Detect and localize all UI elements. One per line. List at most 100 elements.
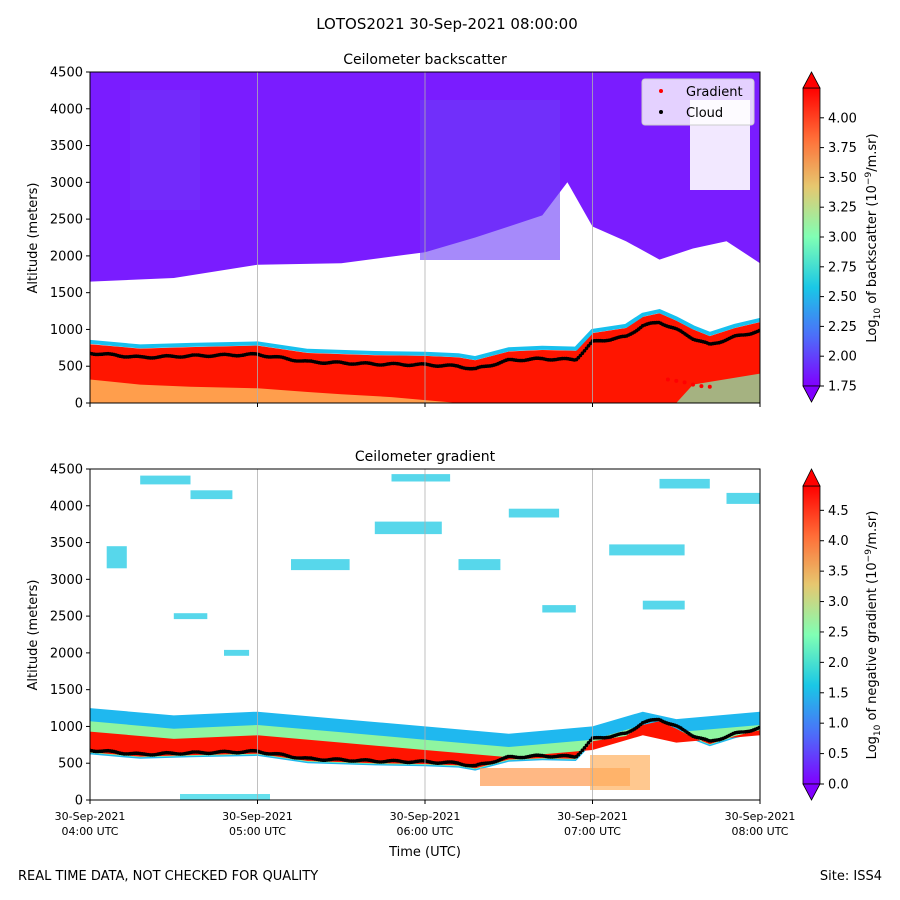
cloud-marker bbox=[757, 725, 760, 730]
gradient-surface-patch bbox=[590, 755, 650, 790]
cloud-marker bbox=[757, 328, 760, 333]
x-tick-label-time: 06:00 UTC bbox=[396, 825, 453, 838]
backscatter-surface-layer-cool bbox=[676, 373, 760, 403]
gradient-aloft-patch bbox=[374, 521, 442, 535]
colorbar-extend-max bbox=[802, 71, 821, 89]
backscatter-cloud-markers bbox=[90, 320, 760, 371]
x-tick-label-date: 30-Sep-2021 bbox=[557, 810, 628, 823]
colorbar-body bbox=[802, 87, 821, 387]
colorbar-ticks: 0.0 0.5 1.0 1.5 2.0 2.5 3.0 3.5 4.0 4.5 bbox=[820, 504, 849, 793]
cloud-marker bbox=[584, 346, 589, 351]
gradient-ylabel: Altitude (meters) bbox=[26, 580, 41, 691]
backscatter-colorbar-label: Log10 of backscatter (10−9/m.sr) bbox=[864, 133, 883, 342]
backscatter-surface-layer bbox=[90, 379, 459, 403]
x-tick-label-time: 08:00 UTC bbox=[731, 825, 788, 838]
gradient-aloft-patch bbox=[659, 478, 710, 489]
cloud-marker bbox=[580, 748, 585, 752]
colorbar-tick-label: 2.0 bbox=[828, 656, 849, 671]
x-tick-label-date: 30-Sep-2021 bbox=[390, 810, 461, 823]
cloud-marker bbox=[584, 743, 589, 748]
backscatter-y-axis: 0 500 1000 1500 2000 2500 3000 3500 4000 4500 bbox=[50, 66, 90, 412]
colorbar-tick-label: 3.5 bbox=[828, 565, 849, 580]
gradient-aloft-patch bbox=[391, 474, 451, 482]
gradient-aloft-patch bbox=[642, 600, 685, 610]
colorbar-extend-max bbox=[802, 468, 821, 487]
x-tick-label-date: 30-Sep-2021 bbox=[55, 810, 126, 823]
gradient-aloft-patch bbox=[173, 613, 208, 620]
colorbar-extend-min bbox=[802, 783, 821, 801]
colorbar-tick-label: 4.5 bbox=[828, 504, 849, 519]
y-tick-label: 2000 bbox=[50, 646, 83, 661]
colorbar-tick-label: 3.0 bbox=[828, 595, 849, 610]
colorbar-tick-label: 0.5 bbox=[828, 747, 849, 762]
backscatter-x-axis bbox=[89, 403, 761, 407]
legend-gradient-marker bbox=[659, 89, 663, 93]
backscatter-grid bbox=[257, 72, 593, 403]
gradient-colorbar: 0.0 0.5 1.0 1.5 2.0 2.5 3.0 3.5 4.0 4.5 Log10 of … bbox=[802, 468, 883, 801]
gradient-y-axis: 0 500 1000 1500 2000 2500 3000 3500 4000 4500 bbox=[50, 463, 90, 809]
colorbar-tick-label: 3.25 bbox=[828, 201, 857, 216]
y-tick-label: 4000 bbox=[50, 499, 83, 514]
colorbar-body bbox=[802, 485, 821, 785]
backscatter-boundary-edge bbox=[90, 309, 760, 361]
cloud-marker bbox=[582, 746, 587, 750]
y-tick-label: 1000 bbox=[50, 323, 83, 338]
y-tick-label: 2500 bbox=[50, 610, 83, 625]
cloud-marker bbox=[586, 344, 591, 348]
backscatter-panel: Ceilometer backscatter 0 500 1000 1500 2000 2… bbox=[26, 52, 883, 412]
colorbar-tick-label: 1.5 bbox=[828, 686, 849, 701]
y-tick-label: 3000 bbox=[50, 573, 83, 588]
backscatter-colorbar: 1.75 2.00 2.25 2.50 2.75 3.00 3.25 3.50 3.75 4.00… bbox=[802, 71, 883, 403]
gradient-aloft-patch bbox=[458, 559, 501, 571]
gradient-title: Ceilometer gradient bbox=[355, 449, 496, 465]
quality-disclaimer: REAL TIME DATA, NOT CHECKED FOR QUALITY bbox=[18, 869, 319, 884]
y-tick-label: 3500 bbox=[50, 139, 83, 154]
colorbar-tick-label: 2.5 bbox=[828, 625, 849, 640]
gradient-x-axis: 30-Sep-2021 04:00 UTC 30-Sep-2021 05:00 UTC… bbox=[55, 800, 795, 838]
y-tick-label: 4500 bbox=[50, 66, 83, 81]
figure-suptitle: LOTOS2021 30-Sep-2021 08:00:00 bbox=[316, 15, 578, 33]
gradient-aloft-patch bbox=[106, 546, 127, 569]
backscatter-gradient-markers bbox=[665, 377, 712, 389]
colorbar-tick-label: 2.00 bbox=[828, 350, 857, 365]
y-tick-label: 2000 bbox=[50, 249, 83, 264]
colorbar-tick-label: 3.50 bbox=[828, 171, 857, 186]
legend-cloud-marker bbox=[659, 110, 663, 114]
y-tick-label: 4000 bbox=[50, 102, 83, 117]
gradient-marker bbox=[699, 384, 704, 389]
colorbar-tick-label: 3.00 bbox=[828, 231, 857, 246]
gradient-surface-patch bbox=[180, 794, 270, 800]
y-tick-label: 1000 bbox=[50, 720, 83, 735]
backscatter-ylabel: Altitude (meters) bbox=[26, 183, 41, 294]
colorbar-tick-label: 0.0 bbox=[828, 778, 849, 793]
gradient-colorbar-label: Log10 of negative gradient (10−9/m.sr) bbox=[864, 511, 883, 760]
y-tick-label: 1500 bbox=[50, 683, 83, 698]
backscatter-legend: Gradient Cloud bbox=[641, 78, 755, 126]
cloud-marker bbox=[582, 349, 587, 353]
gradient-aloft-patch bbox=[542, 605, 576, 613]
legend-cloud-label: Cloud bbox=[686, 106, 723, 121]
gradient-aloft-patches bbox=[106, 474, 760, 656]
gradient-aloft-patch bbox=[609, 544, 685, 556]
colorbar-tick-label: 3.75 bbox=[828, 141, 857, 156]
colorbar-ticks: 1.75 2.00 2.25 2.50 2.75 3.00 3.25 3.50 3.75 4.00 bbox=[820, 111, 857, 395]
gradient-marker bbox=[682, 380, 687, 385]
x-tick-label-time: 04:00 UTC bbox=[61, 825, 118, 838]
y-tick-label: 3000 bbox=[50, 176, 83, 191]
y-tick-label: 0 bbox=[75, 397, 83, 412]
gradient-xlabel: Time (UTC) bbox=[388, 845, 461, 860]
colorbar-tick-label: 2.25 bbox=[828, 320, 857, 335]
colorbar-tick-label: 4.00 bbox=[828, 111, 857, 126]
cloud-marker bbox=[580, 351, 585, 356]
y-tick-label: 1500 bbox=[50, 286, 83, 301]
cloud-marker bbox=[586, 741, 591, 745]
legend-frame bbox=[641, 78, 755, 126]
gradient-aloft-patch bbox=[508, 508, 560, 518]
y-tick-label: 2500 bbox=[50, 213, 83, 228]
gradient-aloft-patch bbox=[140, 475, 191, 485]
gradient-aloft-patch bbox=[190, 490, 233, 500]
y-tick-label: 0 bbox=[75, 794, 83, 809]
colorbar-tick-label: 2.75 bbox=[828, 260, 857, 275]
gradient-aloft-patch bbox=[291, 559, 350, 571]
x-tick-label-time: 07:00 UTC bbox=[564, 825, 621, 838]
